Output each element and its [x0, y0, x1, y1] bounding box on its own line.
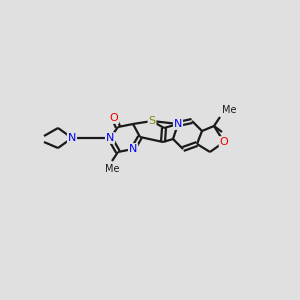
Text: Me: Me	[105, 164, 119, 174]
Text: N: N	[129, 144, 137, 154]
Text: O: O	[220, 137, 228, 147]
Text: S: S	[148, 116, 156, 126]
Text: N: N	[106, 133, 114, 143]
Text: O: O	[110, 113, 118, 123]
Text: N: N	[174, 119, 182, 129]
Text: N: N	[68, 133, 76, 143]
Text: Me: Me	[222, 105, 236, 115]
